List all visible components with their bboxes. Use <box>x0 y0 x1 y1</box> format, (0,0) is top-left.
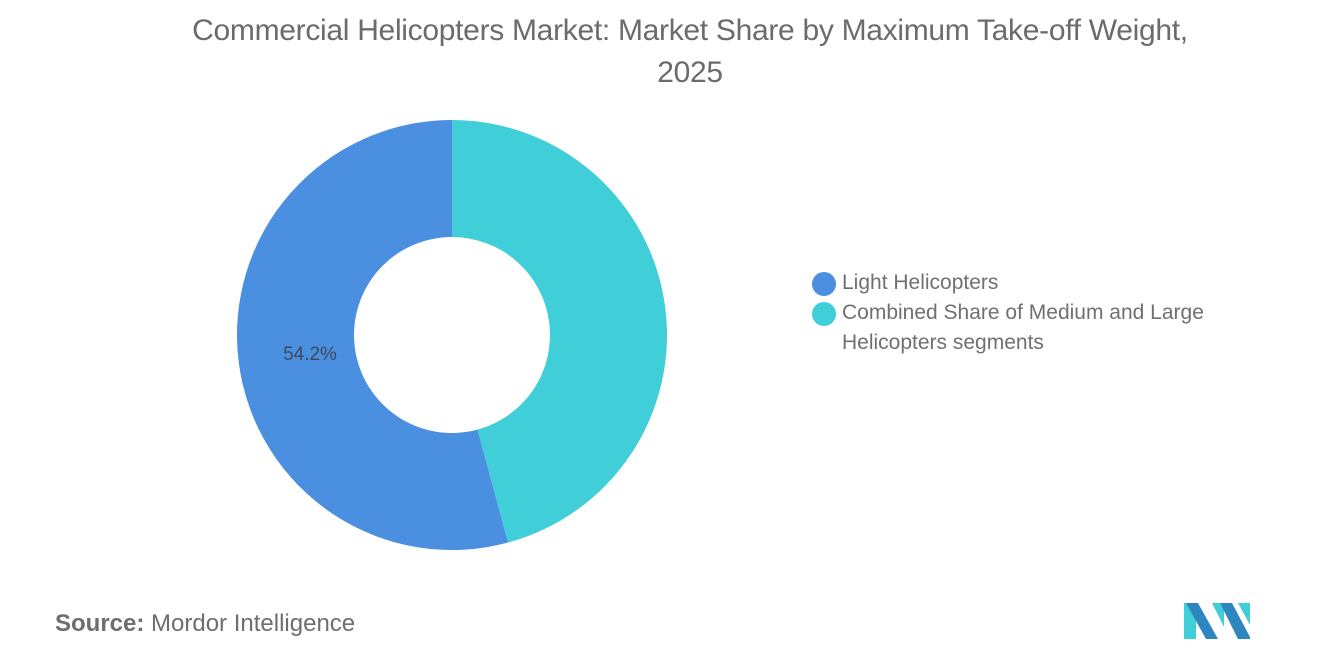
legend: Light Helicopters Combined Share of Medi… <box>812 268 1242 358</box>
data-label-light: 54.2% <box>283 344 337 365</box>
source-note: Source: Mordor Intelligence <box>55 610 355 638</box>
legend-item-light[interactable]: Light Helicopters <box>812 268 1242 298</box>
chart-title: Commercial Helicopters Market: Market Sh… <box>90 10 1290 94</box>
legend-label: Light Helicopters <box>842 271 999 294</box>
slice-medium-large-helicopters[interactable] <box>452 120 667 543</box>
chart-title-line2: 2025 <box>657 56 723 89</box>
legend-label: Combined Share of Medium and Large Helic… <box>842 301 1204 354</box>
mordor-intelligence-logo-icon <box>1184 603 1250 639</box>
slice-light-helicopters[interactable] <box>236 120 509 551</box>
source-value: Mordor Intelligence <box>151 610 356 637</box>
source-key: Source: <box>55 610 145 637</box>
legend-dot-icon <box>812 272 836 296</box>
legend-item-medium-large[interactable]: Combined Share of Medium and Large Helic… <box>812 298 1242 358</box>
legend-dot-icon <box>812 302 836 326</box>
chart-title-line1: Commercial Helicopters Market: Market Sh… <box>192 14 1188 47</box>
